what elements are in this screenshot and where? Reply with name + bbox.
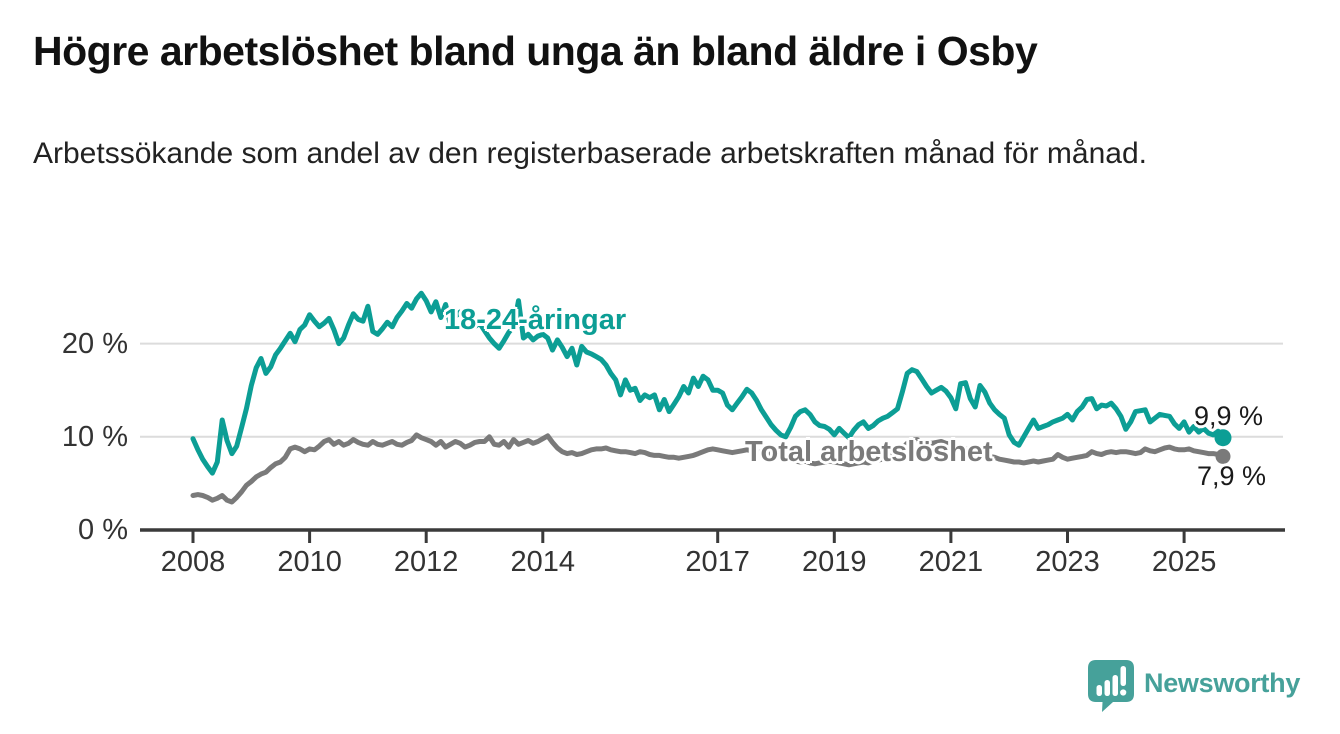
x-axis-label: 2014 xyxy=(510,546,576,578)
x-axis-label: 2017 xyxy=(685,546,750,578)
x-axis-label: 2023 xyxy=(1035,546,1100,578)
logo-exclamation-stem xyxy=(1120,666,1126,686)
logo-bar-tall xyxy=(1112,675,1118,696)
logo-bar-medium xyxy=(1104,680,1110,696)
series-label-total: Total arbetslöshet xyxy=(745,436,993,468)
chart-subtitle: Arbetssökande som andel av den registerb… xyxy=(33,137,1147,170)
y-axis-label: 0 % xyxy=(78,514,128,546)
series-end-dot-youth xyxy=(1214,429,1232,447)
x-axis-label: 2019 xyxy=(802,546,867,578)
x-axis-label: 2012 xyxy=(393,546,459,578)
end-value-label-total: 7,9 % xyxy=(1197,461,1267,491)
series-label-youth: 18-24-åringar xyxy=(444,304,627,336)
newsworthy-logo: Newsworthy xyxy=(1087,659,1300,713)
newsworthy-logo-icon xyxy=(1088,660,1134,712)
series-line-total xyxy=(190,432,1226,505)
logo-bar-short xyxy=(1096,685,1102,696)
y-axis-label: 10 % xyxy=(61,420,128,453)
end-value-label-youth: 9,9 % xyxy=(1194,401,1264,431)
y-axis-label: 20 % xyxy=(61,327,128,360)
x-axis-label: 2025 xyxy=(1151,546,1217,578)
page-title: Högre arbetslöshet bland unga än bland ä… xyxy=(33,28,1038,74)
x-axis-label: 2021 xyxy=(918,546,984,578)
series-end-dot-total xyxy=(1215,448,1231,464)
logo-exclamation-dot xyxy=(1120,689,1127,696)
series-line-youth xyxy=(190,290,1226,476)
x-axis-label: 2010 xyxy=(277,546,342,578)
newsworthy-wordmark: Newsworthy xyxy=(1144,668,1301,698)
x-axis-label: 2008 xyxy=(160,546,226,578)
